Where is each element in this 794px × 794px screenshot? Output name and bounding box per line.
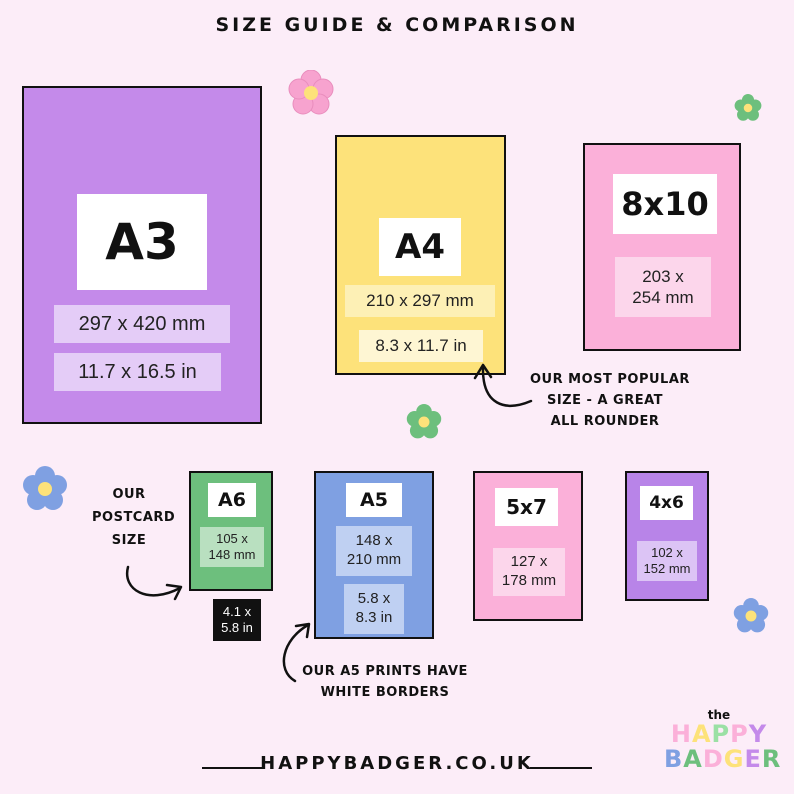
size-name-a5: A5 [346, 483, 402, 517]
logo-word-badger: BADGER [664, 745, 782, 774]
card-8x10: 8x10 203 x 254 mm [583, 143, 741, 351]
flower-icon [288, 70, 334, 115]
brand-logo: the HAPPY BADGER [664, 708, 782, 774]
size-mm-a3: 297 x 420 mm [54, 305, 230, 343]
footer-divider-right [530, 767, 592, 769]
size-in-a6: 4.1 x 5.8 in [213, 599, 261, 641]
size-name-8x10: 8x10 [613, 174, 717, 234]
card-5x7: 5x7 127 x 178 mm [473, 471, 583, 621]
size-mm-a6: 105 x 148 mm [200, 527, 264, 567]
size-mm-a5: 148 x 210 mm [336, 526, 412, 576]
size-in-a3: 11.7 x 16.5 in [54, 353, 221, 391]
page-title: SIZE GUIDE & COMPARISON [215, 14, 579, 36]
size-in-a4: 8.3 x 11.7 in [359, 330, 483, 362]
note-a5-borders: OUR A5 PRINTS HAVE WHITE BORDERS [302, 664, 468, 700]
logo-the: the [707, 708, 731, 722]
flower-icon [406, 404, 442, 439]
size-mm-5x7: 127 x 178 mm [493, 548, 565, 596]
size-mm-a4: 210 x 297 mm [345, 285, 495, 317]
footer-url: HAPPYBADGER.CO.UK [260, 753, 534, 774]
flower-icon [733, 598, 769, 633]
flower-icon [734, 94, 762, 121]
size-mm-8x10: 203 x 254 mm [615, 257, 711, 317]
size-name-4x6: 4x6 [640, 486, 693, 520]
flower-icon [23, 466, 67, 510]
card-a3: A3 297 x 420 mm 11.7 x 16.5 in [22, 86, 262, 424]
card-4x6: 4x6 102 x 152 mm [625, 471, 709, 601]
size-name-a4: A4 [379, 218, 461, 276]
logo-word-happy: HAPPY [670, 720, 768, 748]
card-a4: A4 210 x 297 mm 8.3 x 11.7 in [335, 135, 506, 375]
note-postcard: OUR POSTCARD SIZE [92, 487, 176, 548]
size-name-5x7: 5x7 [495, 488, 558, 526]
size-name-a3: A3 [77, 194, 207, 290]
footer-divider-left [202, 767, 264, 769]
size-mm-4x6: 102 x 152 mm [637, 541, 697, 581]
note-popular: OUR MOST POPULAR SIZE - A GREAT ALL ROUN… [530, 372, 690, 429]
card-a6: A6 105 x 148 mm [189, 471, 273, 591]
card-a5: A5 148 x 210 mm 5.8 x 8.3 in [314, 471, 434, 639]
size-name-a6: A6 [208, 483, 256, 517]
size-in-a5: 5.8 x 8.3 in [344, 584, 404, 634]
